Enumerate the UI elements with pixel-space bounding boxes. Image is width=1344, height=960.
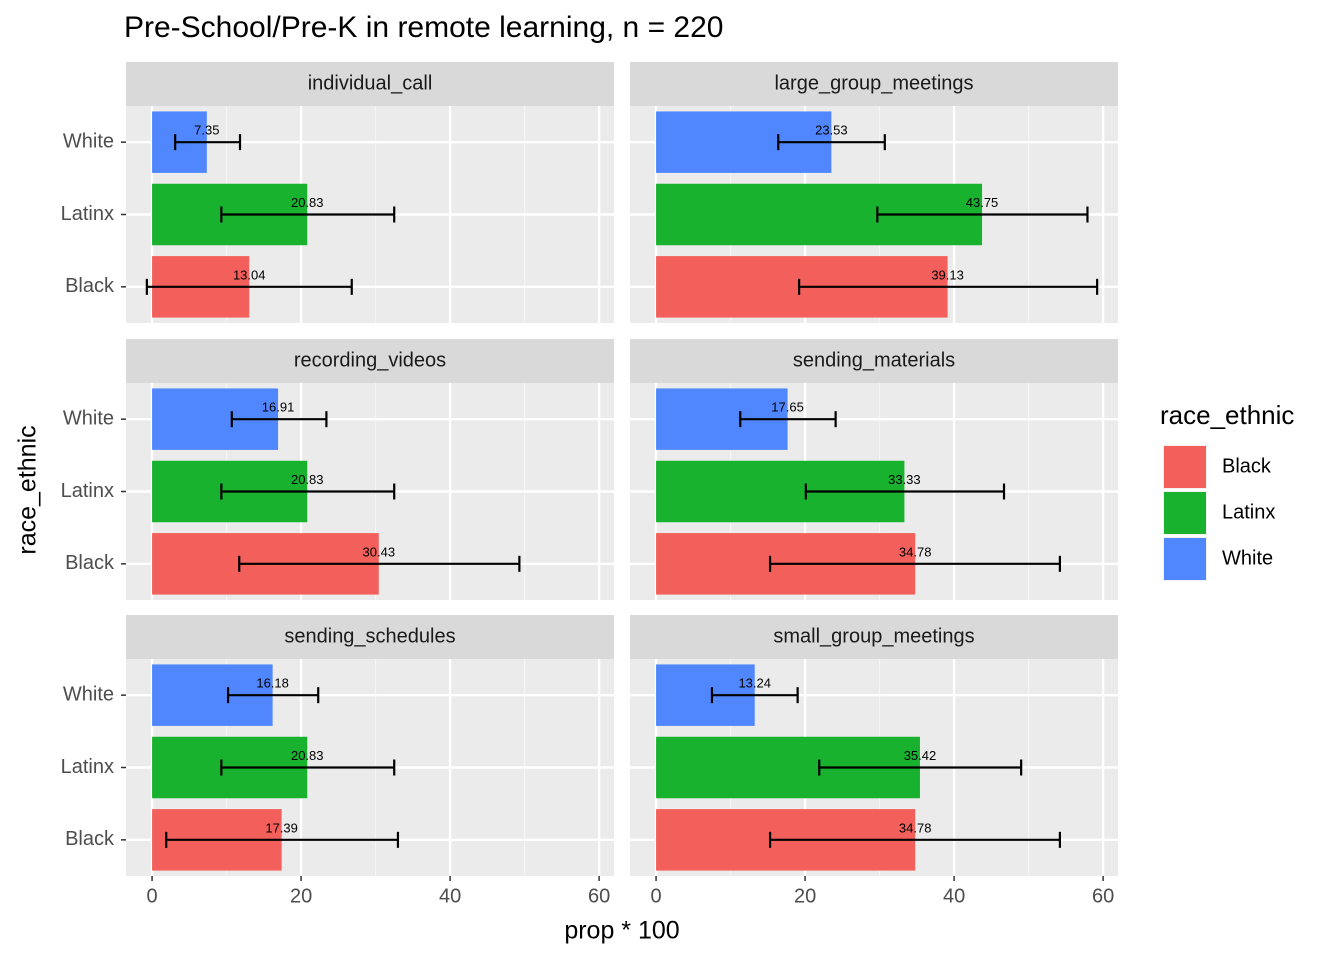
y-tick-label: Black <box>65 828 115 850</box>
error-bar <box>165 831 400 848</box>
value-label: 16.91 <box>262 400 295 415</box>
strip-label: small_group_meetings <box>773 625 974 647</box>
error-bar <box>739 411 837 428</box>
error-bar <box>804 483 1006 500</box>
value-label: 35.42 <box>904 748 937 763</box>
y-tick-label: White <box>63 683 114 705</box>
legend-swatch <box>1164 492 1206 534</box>
chart-title: Pre-School/Pre-K in remote learning, n =… <box>124 11 724 44</box>
strip-label: large_group_meetings <box>774 72 973 94</box>
error-bar <box>145 278 353 295</box>
value-label: 20.83 <box>291 748 324 763</box>
x-tick-label: 40 <box>943 885 965 907</box>
value-label: 13.04 <box>233 267 266 282</box>
error-bar <box>238 555 521 572</box>
strip-background <box>126 615 614 659</box>
y-tick-label: White <box>63 407 114 429</box>
legend-title: race_ethnic <box>1160 400 1294 430</box>
strip-background <box>630 615 1118 659</box>
x-tick-label: 0 <box>147 885 158 907</box>
strip-background <box>630 339 1118 383</box>
error-bar <box>230 411 328 428</box>
error-bar <box>798 278 1099 295</box>
x-tick-label: 20 <box>290 885 312 907</box>
y-tick-label: Latinx <box>61 756 114 778</box>
error-bar <box>777 134 886 151</box>
error-bar <box>818 759 1023 776</box>
x-tick-label: 0 <box>651 885 662 907</box>
value-label: 30.43 <box>363 544 396 559</box>
value-label: 43.75 <box>966 195 999 210</box>
error-bar <box>710 687 799 704</box>
value-label: 17.65 <box>771 400 804 415</box>
y-tick-label: Black <box>65 552 115 574</box>
value-label: 13.24 <box>738 676 771 691</box>
x-tick-label: 60 <box>588 885 610 907</box>
value-label: 17.39 <box>265 820 298 835</box>
error-bar <box>768 831 1061 848</box>
value-label: 34.78 <box>899 820 932 835</box>
y-tick-label: Black <box>65 275 115 297</box>
value-label: 23.53 <box>815 123 848 138</box>
error-bar <box>220 206 396 223</box>
legend-swatch <box>1164 446 1206 488</box>
strip-background <box>126 62 614 106</box>
error-bar <box>226 687 320 704</box>
x-axis-title: prop * 100 <box>564 917 679 945</box>
legend-label: Latinx <box>1222 501 1275 523</box>
legend-swatch <box>1164 538 1206 580</box>
error-bar <box>220 483 396 500</box>
value-label: 20.83 <box>291 472 324 487</box>
strip-label: sending_materials <box>793 349 955 371</box>
strip-label: individual_call <box>308 72 433 94</box>
y-tick-label: Latinx <box>61 203 114 225</box>
y-tick-label: Latinx <box>61 480 114 502</box>
error-bar <box>876 206 1089 223</box>
value-label: 20.83 <box>291 195 324 210</box>
legend-label: Black <box>1222 455 1272 477</box>
value-label: 39.13 <box>931 267 964 282</box>
error-bar <box>174 134 242 151</box>
y-tick-label: White <box>63 130 114 152</box>
value-label: 16.18 <box>256 676 289 691</box>
x-tick-label: 40 <box>439 885 461 907</box>
error-bar <box>768 555 1061 572</box>
value-label: 7.35 <box>194 123 219 138</box>
value-label: 33.33 <box>888 472 921 487</box>
error-bar <box>220 759 396 776</box>
strip-background <box>126 339 614 383</box>
x-tick-label: 60 <box>1092 885 1114 907</box>
x-tick-label: 20 <box>794 885 816 907</box>
legend-label: White <box>1222 547 1273 569</box>
strip-label: recording_videos <box>294 349 446 371</box>
value-label: 34.78 <box>899 544 932 559</box>
y-axis-title: race_ethnic <box>14 425 42 554</box>
strip-label: sending_schedules <box>284 625 455 647</box>
strip-background <box>630 62 1118 106</box>
